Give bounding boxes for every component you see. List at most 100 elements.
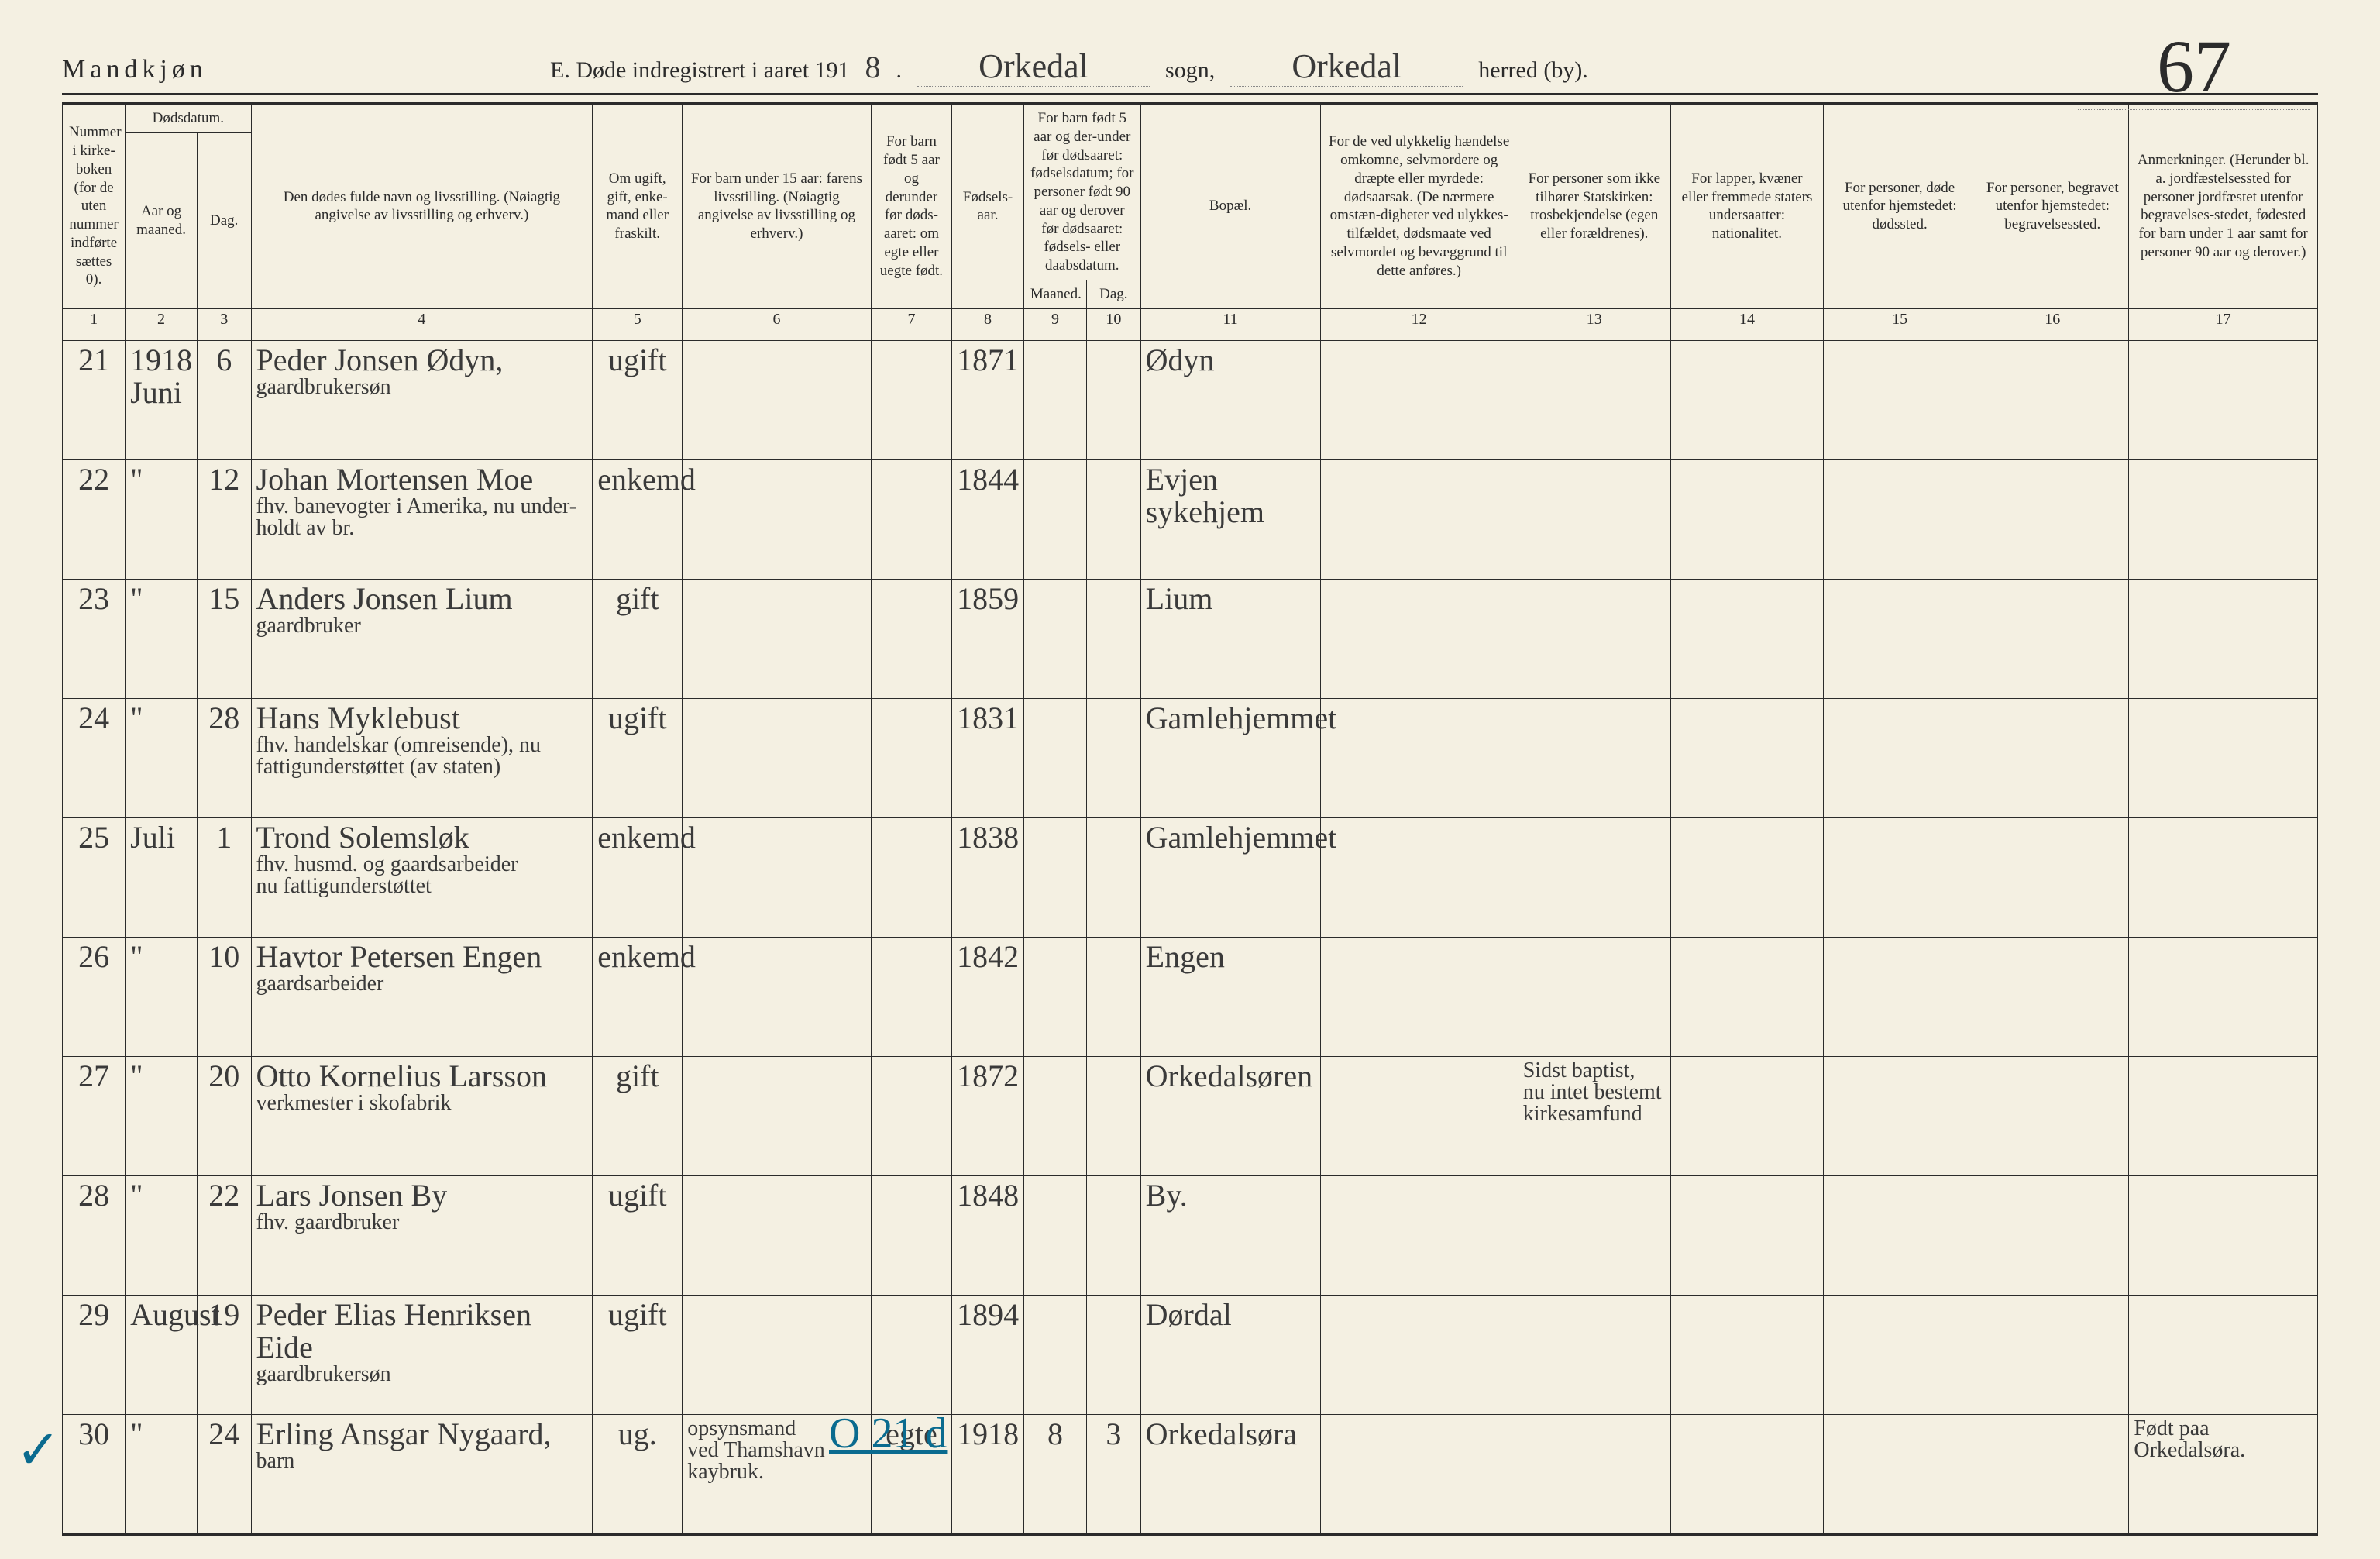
cell-bop: Engen (1140, 937, 1320, 1056)
cell-bd (1087, 937, 1141, 1056)
cell-name: Hans Myklebustfhv. handelskar (omreisend… (251, 698, 593, 817)
cell-tros (1518, 698, 1670, 817)
cell-text: " (130, 1418, 192, 1451)
cell-text: 1872 (957, 1060, 1019, 1093)
cell-text: 6 (202, 344, 246, 377)
cell-stat: enkemd (593, 817, 683, 937)
cell-text: Gamlehjemmet (1146, 702, 1316, 735)
cell-dsted (1824, 698, 1976, 817)
cell-far (683, 459, 872, 579)
cell-bd (1087, 459, 1141, 579)
cell-anm (2129, 698, 2318, 817)
cell-nat (1670, 1295, 1823, 1414)
cell-nat (1670, 459, 1823, 579)
cell-bop: Orkedalsøra (1140, 1414, 1320, 1534)
cell-bd (1087, 1056, 1141, 1175)
cell-faar: 1842 (952, 937, 1024, 1056)
col-header-9a: For barn født 5 aar og der-under før død… (1023, 104, 1140, 280)
cell-text: 25 (67, 821, 120, 854)
cell-name: Johan Mortensen Moefhv. banevogter i Ame… (251, 459, 593, 579)
colnum: 8 (952, 308, 1024, 340)
table-row: 22"12Johan Mortensen Moefhv. banevogter … (63, 459, 2318, 579)
cell-tros (1518, 1175, 1670, 1295)
cell-text: Hans Myklebustfhv. handelskar (omreisend… (256, 702, 588, 778)
cell-stat: ugift (593, 698, 683, 817)
cell-stat: ugift (593, 1175, 683, 1295)
cell-egte (871, 937, 951, 1056)
table-body: 211918 Juni6Peder Jonsen Ødyn,gaardbruke… (63, 340, 2318, 1534)
cell-far (683, 698, 872, 817)
cell-bd (1087, 817, 1141, 937)
cell-text: ugift (597, 1179, 677, 1212)
cell-text: 1918 Juni (130, 344, 192, 409)
register-page: 67 Mandkjøn E. Døde indregistrert i aare… (0, 0, 2380, 1559)
cell-dsted (1824, 1175, 1976, 1295)
col-header-1: Nummer i kirke-boken (for de uten nummer… (63, 104, 126, 309)
cell-day: 24 (197, 1414, 251, 1534)
cell-bop: Ødyn (1140, 340, 1320, 459)
cell-ulyk (1320, 1295, 1518, 1414)
cell-text: Otto Kornelius Larssonverkmester i skofa… (256, 1060, 588, 1114)
cell-day: 22 (197, 1175, 251, 1295)
colnum: 1 (63, 308, 126, 340)
cell-bd (1087, 698, 1141, 817)
cell-ulyk (1320, 937, 1518, 1056)
column-number-row: 1 2 3 4 5 6 7 8 9 10 11 12 13 14 15 16 1… (63, 308, 2318, 340)
cell-faar: 1871 (952, 340, 1024, 459)
table-row: 26"10Havtor Petersen Engengaardsarbeider… (63, 937, 2318, 1056)
cell-nat (1670, 937, 1823, 1056)
cell-ulyk (1320, 1175, 1518, 1295)
cell-text: ugift (597, 1299, 677, 1331)
check-mark-icon: ✓ (15, 1418, 61, 1482)
cell-text: Lium (1146, 583, 1316, 615)
cell-bm (1023, 1175, 1086, 1295)
cell-nat (1670, 1414, 1823, 1534)
cell-tros: Sidst baptist, nu intet bestemt kirkesam… (1518, 1056, 1670, 1175)
cell-text: gift (597, 1060, 677, 1093)
col-header-11: Bopæl. (1140, 104, 1320, 309)
cell-mon: " (126, 1056, 198, 1175)
cell-text: Engen (1146, 941, 1316, 973)
cell-bm (1023, 579, 1086, 698)
cell-day: 12 (197, 459, 251, 579)
cell-ulyk (1320, 1414, 1518, 1534)
cell-text: enkemd (597, 941, 677, 973)
cell-text: enkemd (597, 463, 677, 496)
cell-tros (1518, 459, 1670, 579)
col-header-17: Anmerkninger. (Herunder bl. a. jordfæste… (2129, 104, 2318, 309)
cell-name: Peder Jonsen Ødyn,gaardbrukersøn (251, 340, 593, 459)
cell-day: 6 (197, 340, 251, 459)
cell-mon: Juli (126, 817, 198, 937)
cell-stat: ugift (593, 1295, 683, 1414)
cell-ulyk (1320, 340, 1518, 459)
cell-num: 24 (63, 698, 126, 817)
cell-text: 1894 (957, 1299, 1019, 1331)
colnum: 9 (1023, 308, 1086, 340)
cell-faar: 1872 (952, 1056, 1024, 1175)
table-row: 23"15Anders Jonsen Liumgaardbrukergift18… (63, 579, 2318, 698)
cell-text: 1844 (957, 463, 1019, 496)
cell-faar: 1831 (952, 698, 1024, 817)
cell-bop: Evjen sykehjem (1140, 459, 1320, 579)
col-header-12: For de ved ulykkelig hændelse omkomne, s… (1320, 104, 1518, 309)
cell-stat: enkemd (593, 459, 683, 579)
cell-far (683, 579, 872, 698)
cell-nat (1670, 340, 1823, 459)
cell-mon: " (126, 459, 198, 579)
cell-text: 29 (67, 1299, 120, 1331)
col-header-8: Fødsels-aar. (952, 104, 1024, 309)
cell-name: Erling Ansgar Nygaard,barn (251, 1414, 593, 1534)
cell-faar: 1838 (952, 817, 1024, 937)
cell-text: " (130, 583, 192, 615)
cell-bop: Dørdal (1140, 1295, 1320, 1414)
cell-num: 23 (63, 579, 126, 698)
col-header-7: For barn født 5 aar og derunder før døds… (871, 104, 951, 309)
cell-egte (871, 698, 951, 817)
cell-faar: 1844 (952, 459, 1024, 579)
cell-name: Anders Jonsen Liumgaardbruker (251, 579, 593, 698)
cell-text: 22 (202, 1179, 246, 1212)
cell-text: 10 (202, 941, 246, 973)
cell-stat: enkemd (593, 937, 683, 1056)
title-period: . (896, 57, 903, 84)
cell-name: Peder Elias Henriksen Eidegaardbrukersøn (251, 1295, 593, 1414)
